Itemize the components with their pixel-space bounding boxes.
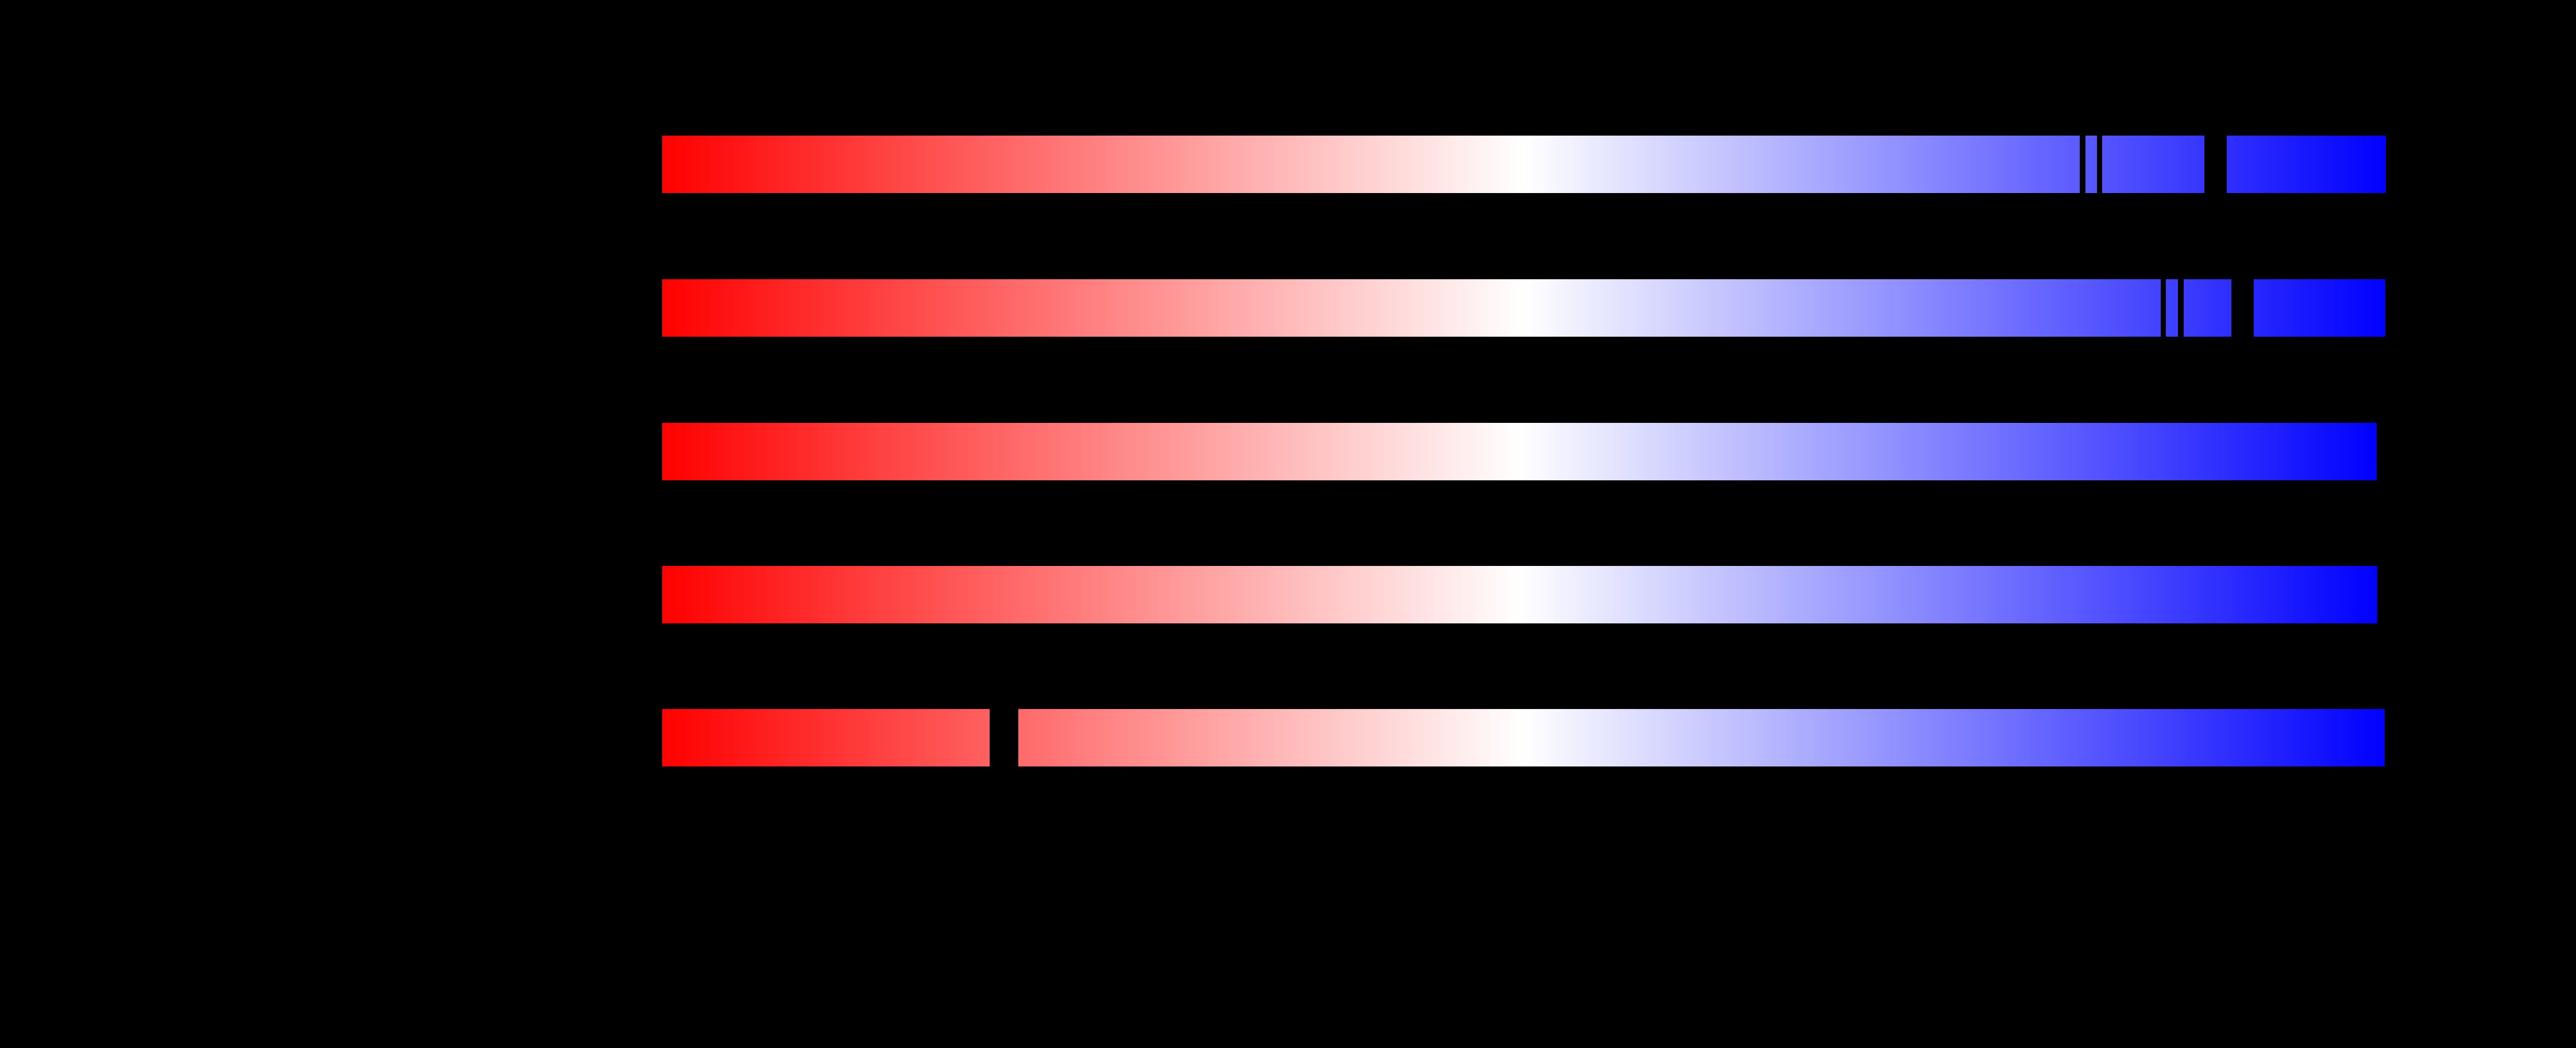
gradient-bar-row-4 <box>662 566 2377 623</box>
bar-gap-row-2-1 <box>2161 279 2166 337</box>
gradient-bar-row-2 <box>662 279 2385 337</box>
bar-gap-row-1-3 <box>2204 136 2227 193</box>
gradient-bar-row-1 <box>662 136 2386 193</box>
bar-gap-row-2-3 <box>2231 279 2254 337</box>
gradient-bar-row-3 <box>662 423 2377 480</box>
bar-gap-row-2-2 <box>2178 279 2184 337</box>
bar-gap-row-1-2 <box>2097 136 2102 193</box>
gradient-bar-row-5 <box>662 709 2385 766</box>
bar-gap-row-1-1 <box>2080 136 2085 193</box>
bar-gap-row-5-1 <box>990 709 1018 766</box>
